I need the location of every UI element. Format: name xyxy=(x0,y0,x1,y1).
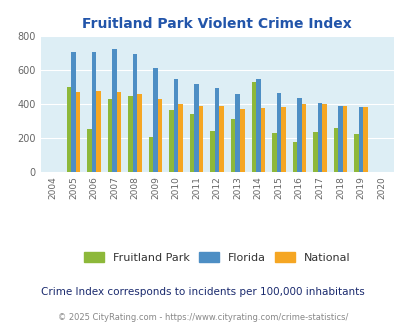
Bar xyxy=(71,51,75,172)
Bar xyxy=(194,84,198,172)
Title: Fruitland Park Violent Crime Index: Fruitland Park Violent Crime Index xyxy=(82,17,351,31)
Bar xyxy=(87,129,92,172)
Bar xyxy=(256,79,260,172)
Bar xyxy=(230,119,235,172)
Bar xyxy=(337,106,342,172)
Bar xyxy=(117,92,121,172)
Bar xyxy=(239,109,244,172)
Bar xyxy=(190,114,194,172)
Bar xyxy=(149,137,153,172)
Bar xyxy=(153,68,158,172)
Bar xyxy=(342,106,346,172)
Bar xyxy=(271,133,276,172)
Bar xyxy=(210,131,214,172)
Bar xyxy=(292,142,296,172)
Bar xyxy=(96,91,100,172)
Bar xyxy=(66,87,71,172)
Bar xyxy=(214,88,219,172)
Bar xyxy=(137,94,141,172)
Bar xyxy=(353,134,358,172)
Bar xyxy=(358,107,362,172)
Bar xyxy=(178,104,183,172)
Bar xyxy=(219,106,224,172)
Bar xyxy=(280,107,285,172)
Bar xyxy=(260,108,264,172)
Bar xyxy=(251,82,256,172)
Bar xyxy=(173,79,178,172)
Bar xyxy=(169,110,173,172)
Bar xyxy=(128,96,132,172)
Legend: Fruitland Park, Florida, National: Fruitland Park, Florida, National xyxy=(80,248,354,267)
Bar xyxy=(317,103,321,172)
Text: © 2025 CityRating.com - https://www.cityrating.com/crime-statistics/: © 2025 CityRating.com - https://www.city… xyxy=(58,313,347,322)
Bar xyxy=(92,51,96,172)
Bar xyxy=(75,92,80,172)
Bar xyxy=(312,132,317,172)
Bar xyxy=(198,106,203,172)
Text: Crime Index corresponds to incidents per 100,000 inhabitants: Crime Index corresponds to incidents per… xyxy=(41,287,364,297)
Bar xyxy=(333,128,337,172)
Bar xyxy=(112,50,117,172)
Bar xyxy=(301,104,305,172)
Bar xyxy=(132,54,137,172)
Bar xyxy=(362,107,367,172)
Bar xyxy=(321,104,326,172)
Bar xyxy=(276,93,280,172)
Bar xyxy=(235,94,239,172)
Bar xyxy=(296,98,301,172)
Bar xyxy=(158,99,162,172)
Bar xyxy=(107,99,112,172)
